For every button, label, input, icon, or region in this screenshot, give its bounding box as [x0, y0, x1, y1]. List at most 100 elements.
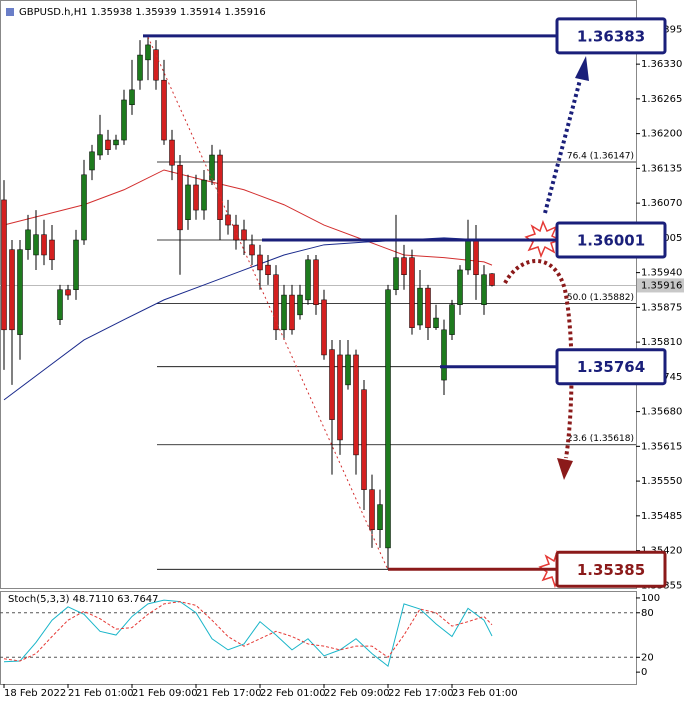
y-tick-label: 1.35615	[641, 441, 682, 452]
candle-body	[313, 259, 319, 305]
candle-body	[97, 134, 103, 156]
candle-body	[41, 234, 47, 256]
candle-body	[33, 234, 39, 256]
candle-body	[153, 49, 159, 81]
candle-body	[241, 229, 247, 241]
candle-body	[177, 164, 183, 231]
candle-body	[305, 259, 311, 301]
candle-body	[345, 354, 351, 386]
down-arrowhead	[557, 458, 573, 480]
x-tick-label: 22 Feb 01:00	[260, 688, 326, 699]
candle-body	[17, 249, 23, 335]
y-tick-label: 80	[641, 608, 654, 619]
candle-body	[249, 244, 255, 256]
candle-body	[297, 294, 303, 316]
candle-body	[113, 139, 119, 146]
candle-body	[417, 287, 423, 326]
candle-body	[425, 287, 431, 328]
down-arrow	[503, 259, 574, 459]
x-tick-label: 22 Feb 09:00	[324, 688, 390, 699]
candle-body	[377, 504, 383, 530]
candle-body	[201, 179, 207, 211]
candle-body	[273, 274, 279, 331]
candle-body	[193, 184, 199, 211]
candle-body	[329, 349, 335, 420]
key-level-box	[555, 17, 667, 55]
x-tick-label: 21 Feb 17:00	[196, 688, 262, 699]
candle-body	[121, 99, 127, 141]
candle-body	[257, 254, 263, 271]
candle-body	[449, 304, 455, 335]
x-tick-label: 21 Feb 09:00	[132, 688, 198, 699]
candle-body	[81, 174, 87, 241]
candle-body	[225, 214, 231, 226]
candle-body	[209, 154, 215, 181]
candle-body	[289, 294, 295, 331]
candle-body	[233, 224, 239, 241]
candle-body	[281, 294, 287, 331]
candle-body	[321, 299, 327, 356]
x-tick-label: 21 Feb 01:00	[68, 688, 134, 699]
candle-body	[1, 199, 7, 331]
fib-label: 23.6 (1.35618)	[567, 434, 634, 444]
candle-body	[129, 89, 135, 106]
candle-body	[145, 44, 151, 61]
key-level-label: 1.35385	[577, 561, 645, 579]
up-arrowhead	[575, 56, 589, 81]
candle-body	[57, 289, 63, 320]
candle-body	[401, 257, 407, 276]
fib-label: 76.4 (1.36147)	[567, 151, 634, 161]
y-tick-label: 0	[641, 667, 647, 678]
candle-body	[265, 264, 271, 276]
y-tick-label: 1.35550	[641, 476, 682, 487]
y-tick-label: 1.35810	[641, 337, 682, 348]
candle-body	[137, 54, 143, 81]
candle-body	[161, 79, 167, 141]
y-tick-label: 1.36135	[641, 163, 682, 174]
candle-body	[169, 139, 175, 166]
price-box	[637, 278, 684, 293]
key-level-box	[555, 221, 667, 259]
candle-body	[105, 139, 111, 150]
fib-label: 50.0 (1.35882)	[567, 293, 634, 303]
key-level-label: 1.36383	[577, 27, 645, 45]
candle-body	[25, 229, 31, 250]
y-tick-label: 100	[641, 593, 660, 604]
candle-body	[457, 269, 463, 305]
candle-body	[441, 329, 447, 381]
y-tick-label: 1.35485	[641, 511, 682, 522]
y-tick-label: 20	[641, 652, 654, 663]
candle-body	[393, 257, 399, 290]
stoch-line	[3, 599, 493, 668]
candle-body	[353, 354, 359, 456]
stoch-panel	[0, 591, 637, 685]
x-tick-label: 23 Feb 01:00	[452, 688, 518, 699]
candle-body	[481, 274, 487, 305]
y-tick-label: 1.35875	[641, 302, 682, 313]
price-box-label: 1.35916	[641, 280, 682, 291]
candle-body	[65, 289, 71, 296]
chart-title: GBPUSD.h,H1 1.35938 1.35939 1.35914 1.35…	[19, 7, 266, 18]
y-tick-label: 1.35940	[641, 268, 682, 279]
candle-body	[337, 354, 343, 441]
up-arrow	[543, 79, 582, 214]
candle-body	[489, 273, 495, 286]
y-tick-label: 1.36070	[641, 198, 682, 209]
x-tick-label: 22 Feb 17:00	[388, 688, 454, 699]
candle-body	[409, 257, 415, 328]
moving-average	[3, 169, 493, 266]
candle-body	[465, 239, 471, 271]
x-tick-label: 18 Feb 2022	[4, 688, 66, 699]
candle-body	[217, 154, 223, 220]
symbol-icon	[6, 8, 14, 16]
candle-body	[473, 239, 479, 276]
stoch-line	[3, 601, 493, 662]
candle-body	[9, 249, 15, 331]
key-level-box	[555, 550, 667, 588]
key-level-label: 1.36001	[577, 232, 645, 250]
candle-body	[369, 489, 375, 530]
y-tick-label: 1.36265	[641, 94, 682, 105]
indicator-title: Stoch(5,3,3) 48.7110 63.7647	[8, 594, 159, 605]
candle-body	[385, 289, 391, 549]
